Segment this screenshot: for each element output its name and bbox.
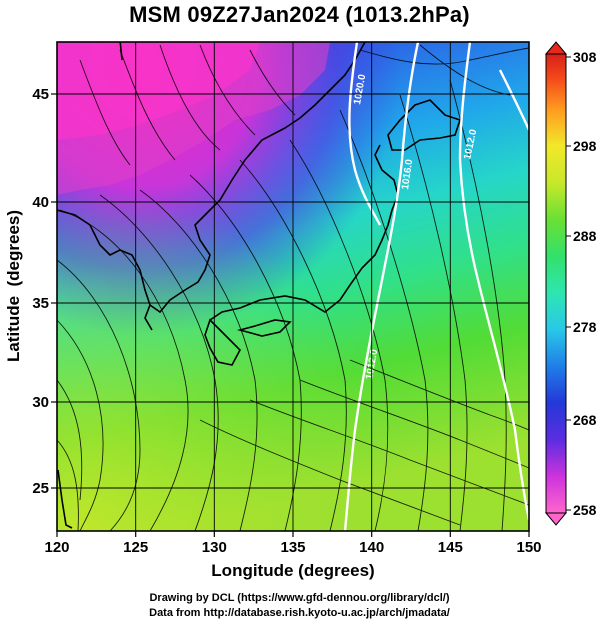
colorbar-label: 258 [573, 502, 597, 518]
y-ticks [51, 93, 57, 489]
y-tick-label: 25 [32, 480, 49, 497]
x-ticks [56, 531, 530, 537]
x-tick-label: 150 [516, 539, 541, 556]
x-tick-label: 125 [123, 539, 148, 556]
colorbar-lower-arrow [544, 512, 568, 526]
credit-drawing: Drawing by DCL (https://www.gfd-dennou.o… [149, 592, 450, 604]
contour-label-1012-south: 1012.0 [364, 348, 380, 380]
x-tick-label: 120 [44, 539, 69, 556]
colorbar-label: 288 [573, 228, 597, 244]
credits: Drawing by DCL (https://www.gfd-dennou.o… [0, 591, 599, 621]
y-tick-label: 45 [32, 86, 49, 103]
x-tick-label: 135 [280, 539, 305, 556]
colorbar: 308 298 288 278 268 258 [544, 41, 597, 526]
map-title: MSM 09Z27Jan2024 (1013.2hPa) [129, 2, 470, 27]
y-tick-label: 35 [32, 295, 49, 312]
y-tick-label: 30 [32, 394, 49, 411]
x-tick-label: 140 [359, 539, 384, 556]
credit-data-source: Data from http://database.rish.kyoto-u.a… [149, 607, 450, 619]
x-tick-label: 130 [202, 539, 227, 556]
contour-label-1016: 1016.0 [400, 158, 415, 190]
colorbar-label: 308 [573, 49, 597, 65]
colorbar-scale [545, 53, 567, 514]
x-tick-labels: 120 125 130 135 140 145 150 [44, 539, 541, 556]
x-tick-label: 145 [438, 539, 463, 556]
y-tick-labels: 45 40 35 30 25 [32, 86, 49, 497]
graticule [57, 42, 529, 531]
colorbar-label: 268 [573, 412, 597, 428]
colorbar-label: 278 [573, 319, 597, 335]
isobars [343, 42, 529, 531]
y-axis-title: Latitude (degrees) [4, 210, 23, 362]
x-axis-title: Longitude (degrees) [211, 561, 374, 580]
y-tick-label: 40 [32, 194, 49, 211]
colorbar-label: 298 [573, 138, 597, 154]
contour-label-1020: 1020.0 [352, 73, 368, 105]
wind-streamlines [57, 44, 529, 531]
colorbar-upper-arrow [544, 41, 568, 55]
